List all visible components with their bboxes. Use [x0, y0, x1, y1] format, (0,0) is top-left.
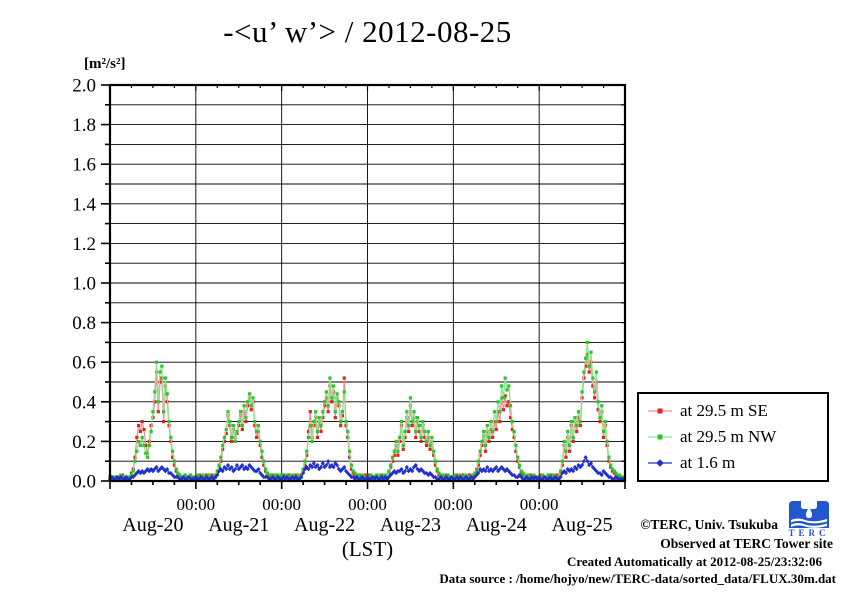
svg-text:0.6: 0.6: [72, 353, 96, 374]
svg-text:0.2: 0.2: [72, 432, 96, 453]
svg-text:1.0: 1.0: [72, 274, 96, 295]
svg-text:Aug-24: Aug-24: [466, 514, 527, 536]
svg-text:Aug-21: Aug-21: [208, 514, 269, 536]
terc-logo: TERC: [788, 501, 829, 537]
svg-text:1.4: 1.4: [72, 194, 96, 215]
legend-item-se: at 29.5 m SE: [647, 401, 819, 421]
legend-marker-se-icon: [648, 408, 672, 414]
observed-at-text: Observed at TERC Tower site: [660, 536, 833, 551]
data-source-text: Data source : /home/hojyo/new/TERC-data/…: [439, 571, 836, 586]
axis-labels-layer: 0.0 0.2 0.4 0.6 0.8 1.0 1.2 1.4 1.6 1.8 2.0 00:00 00…: [72, 76, 612, 562]
svg-text:(LST): (LST): [342, 537, 393, 561]
axis-frame-layer: [101, 83, 627, 489]
legend-item-16m: at 1.6 m: [647, 453, 819, 473]
grid-layer: [110, 85, 625, 481]
legend-label-16m: at 1.6 m: [680, 453, 736, 472]
legend-label-se: at 29.5 m SE: [680, 401, 768, 420]
svg-text:00:00: 00:00: [176, 495, 215, 514]
svg-text:1.6: 1.6: [72, 155, 96, 176]
legend-marker-nw-icon: [648, 434, 672, 440]
legend-label-nw: at 29.5 m NW: [680, 427, 777, 446]
created-at-text: Created Automatically at 2012-08-25/23:3…: [566, 554, 822, 569]
legend-item-nw: at 29.5 m NW: [647, 427, 819, 447]
svg-text:Aug-20: Aug-20: [122, 514, 183, 536]
legend-box: at 29.5 m SE at 29.5 m NW at 1.6 m: [637, 392, 829, 482]
svg-text:Aug-23: Aug-23: [380, 514, 441, 536]
svg-text:0.0: 0.0: [72, 472, 96, 493]
terc-logo-text: TERC: [788, 528, 829, 537]
svg-text:1.8: 1.8: [72, 115, 96, 136]
svg-text:0.8: 0.8: [72, 313, 96, 334]
svg-text:2.0: 2.0: [72, 76, 96, 97]
svg-text:00:00: 00:00: [262, 495, 301, 514]
svg-text:Aug-22: Aug-22: [294, 514, 355, 536]
svg-text:0.4: 0.4: [72, 392, 96, 413]
copyright-text: ©TERC, Univ. Tsukuba: [640, 517, 778, 532]
svg-text:00:00: 00:00: [348, 495, 387, 514]
legend-marker-16m-icon: [648, 459, 672, 467]
svg-text:Aug-25: Aug-25: [552, 514, 613, 536]
svg-text:00:00: 00:00: [520, 495, 559, 514]
y-axis-unit-label: [m²/s²]: [84, 56, 126, 72]
chart-title: -<u’ w’> / 2012-08-25: [223, 14, 512, 49]
svg-text:00:00: 00:00: [434, 495, 473, 514]
svg-text:1.2: 1.2: [72, 234, 96, 255]
